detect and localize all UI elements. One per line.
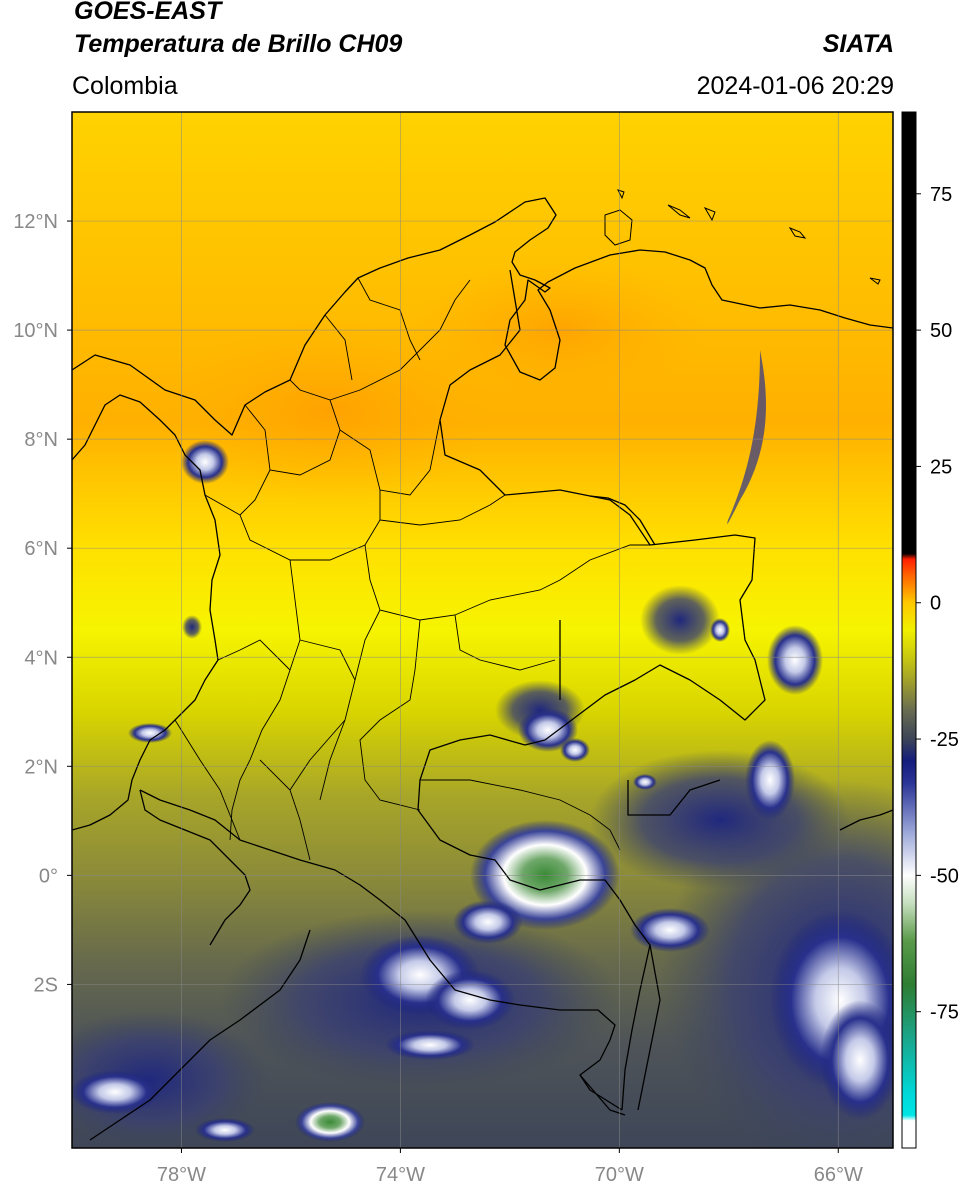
island (604, 209, 633, 246)
cloud-band (727, 350, 766, 524)
department-border (299, 639, 356, 681)
y-tick-label: 12°N (13, 211, 58, 233)
y-tick-label: 10°N (13, 320, 58, 342)
colorbar-ticks: 75 50 25 0 -25 -50 -75 (916, 184, 959, 1024)
department-border (420, 779, 621, 851)
island (667, 204, 691, 219)
colorbar-tick-label: -25 (930, 729, 959, 751)
cold-cloud (72, 1070, 160, 1114)
cold-cloud (385, 1030, 475, 1060)
department-border (324, 277, 421, 381)
department-border (204, 494, 291, 671)
department-border (454, 614, 556, 671)
cold-cloud (128, 723, 172, 743)
x-tick-label: 74°W (376, 1164, 425, 1186)
island (703, 206, 716, 222)
colorbar-scale (901, 111, 917, 1149)
border-peru (139, 789, 623, 1111)
border-ecuador (139, 789, 251, 946)
x-tick-label: 70°W (595, 1164, 644, 1186)
cold-cloud (182, 615, 202, 639)
cold-cloud (630, 908, 710, 952)
department-border (259, 719, 346, 861)
colorbar-tick-label: -75 (930, 1002, 959, 1024)
y-tick-label: 2°N (24, 756, 58, 778)
map-panel: 78°W 74°W 70°W 66°W 12°N 10°N 8°N 6°N 4°N 2°N 0° 2… (13, 111, 894, 1186)
cold-cloud (425, 970, 515, 1030)
satellite-title: GOES-EAST (74, 0, 222, 25)
island (788, 226, 807, 239)
y-tick-label: 0° (39, 865, 58, 887)
dark-region (640, 585, 720, 655)
cold-cloud (767, 625, 823, 695)
y-tick-label: 4°N (24, 647, 58, 669)
colorbar-tick-label: 25 (930, 456, 952, 478)
longitude-ticks: 78°W 74°W 70°W 66°W (157, 1148, 863, 1186)
region-label: Colombia (72, 72, 178, 100)
cold-cloud (633, 774, 657, 790)
y-tick-label: 8°N (24, 429, 58, 451)
agency-label: SIATA (822, 30, 894, 58)
y-tick-label: 2S (34, 974, 58, 996)
warm-region (160, 320, 500, 500)
colorbar-tick-label: 50 (930, 320, 952, 342)
cold-cloud (820, 1000, 893, 1120)
department-border (364, 544, 650, 621)
cold-cloud (470, 820, 620, 930)
department-border (174, 719, 241, 841)
department-border (329, 279, 471, 401)
colorbar-tick-label: 0 (930, 593, 941, 615)
datetime-label: 2024-01-06 20:29 (696, 72, 894, 100)
island (869, 277, 881, 285)
border-brazil (417, 734, 651, 1111)
cold-cloud (453, 900, 523, 944)
department-borders (174, 277, 650, 861)
latitude-ticks: 12°N 10°N 8°N 6°N 4°N 2°N 0° 2S (13, 211, 72, 996)
colorbar-tick-label: -50 (930, 865, 959, 887)
cold-cloud (560, 738, 590, 762)
department-border (244, 379, 341, 476)
department-border (319, 609, 381, 801)
cold-cloud (195, 1118, 255, 1142)
coastline-caribbean (72, 197, 893, 436)
border-east (559, 495, 893, 831)
cold-cloud (745, 740, 795, 820)
cold-cloud (295, 1102, 365, 1142)
colorbar: 75 50 25 0 -25 -50 -75 (901, 111, 959, 1149)
dark-region (590, 750, 850, 890)
x-tick-label: 66°W (814, 1164, 863, 1186)
y-tick-label: 6°N (24, 538, 58, 560)
department-border (229, 559, 301, 841)
border-venezuela (439, 269, 766, 746)
cold-cloud (710, 618, 730, 642)
cold-cloud (518, 708, 578, 752)
colorbar-tick-label: 75 (930, 184, 952, 206)
graticule (72, 112, 893, 1148)
border-amazon (579, 944, 661, 1116)
coastline-pacific (72, 394, 221, 831)
product-title: Temperatura de Brillo CH09 (74, 30, 403, 58)
border-south (89, 929, 311, 1141)
department-border (359, 619, 421, 811)
islands (604, 189, 881, 285)
island (617, 189, 625, 200)
department-border (379, 494, 506, 526)
cold-cloud (181, 440, 229, 484)
x-tick-label: 78°W (157, 1164, 206, 1186)
map-frame (71, 111, 894, 1149)
department-border (339, 419, 441, 496)
boundaries (72, 197, 893, 1141)
cloud-field (72, 189, 893, 1148)
